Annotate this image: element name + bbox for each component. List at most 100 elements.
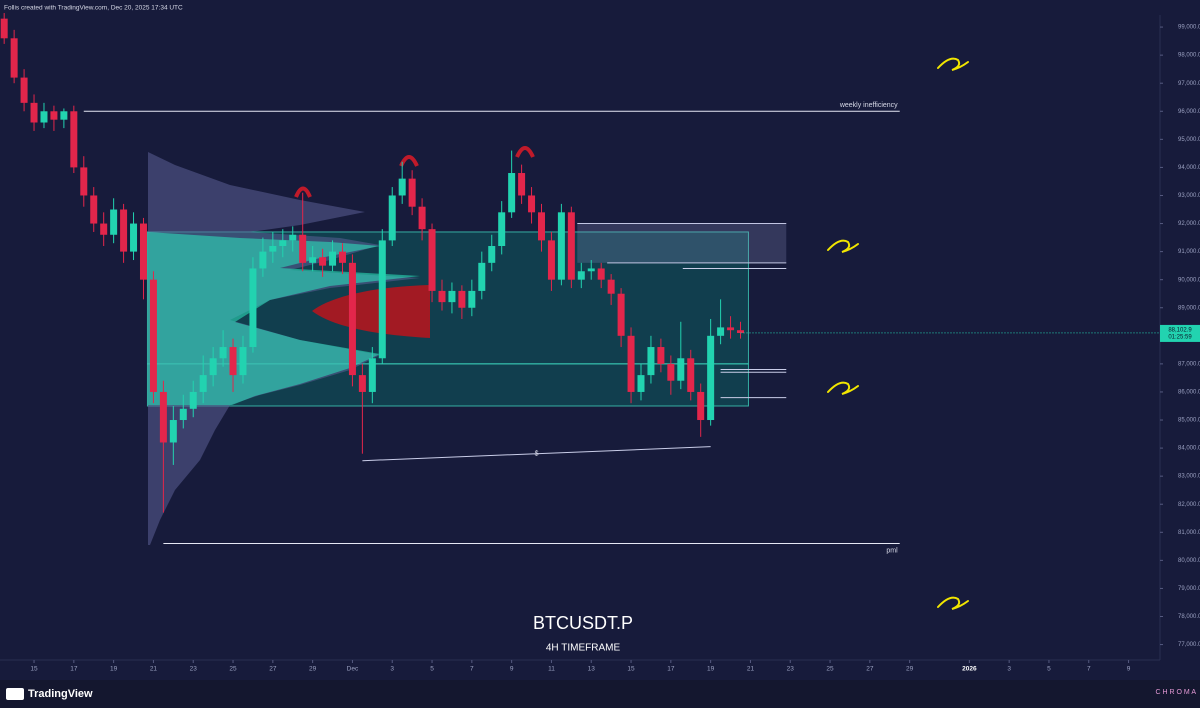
x-tick-label: 17 — [70, 666, 78, 673]
y-tick-label: 82,000.0 — [1178, 502, 1200, 508]
candle-body — [269, 245, 277, 252]
x-tick-label: 23 — [787, 666, 795, 673]
candle-body — [130, 223, 138, 252]
x-tick-label: 3 — [390, 666, 394, 673]
candle-body — [528, 195, 536, 213]
candle-body — [557, 212, 565, 280]
candle-body — [139, 223, 147, 280]
candle-body — [657, 347, 665, 364]
x-tick-label: 27 — [269, 666, 277, 673]
x-tick-label: 9 — [510, 666, 514, 673]
y-tick-label: 80,000.0 — [1178, 558, 1200, 564]
candle-body — [677, 358, 685, 381]
candle-body — [219, 347, 227, 359]
candle-body — [348, 262, 356, 376]
annotation-line — [362, 446, 711, 462]
x-tick-label: 9 — [1127, 666, 1131, 673]
candle-body — [189, 391, 197, 409]
candle-body — [30, 102, 38, 123]
header: Follis created with TradingView.com, Dec… — [4, 5, 183, 12]
candle-body — [498, 212, 506, 246]
y-tick-label: 77,000.0 — [1178, 642, 1200, 648]
candle-body — [299, 234, 307, 263]
candle-body — [547, 240, 555, 280]
x-tick-label: 25 — [826, 666, 834, 673]
candle-body — [249, 268, 257, 348]
candle-body — [468, 290, 476, 308]
annotation-label: weekly inefficiency — [839, 102, 898, 109]
candle-body — [20, 77, 28, 103]
x-tick-label: 7 — [470, 666, 474, 673]
candle-body — [229, 347, 237, 376]
x-tick-label: 23 — [190, 666, 198, 673]
candle-body — [587, 268, 595, 272]
y-tick-label: 93,000.0 — [1178, 193, 1200, 199]
candle-body — [647, 347, 655, 376]
x-tick-label: 15 — [627, 666, 635, 673]
candle-body — [717, 327, 725, 336]
candle-body — [90, 195, 98, 224]
candle-body — [120, 209, 128, 252]
candle-body — [627, 335, 635, 392]
y-tick-label: 84,000.0 — [1178, 446, 1200, 452]
chart-subtitle: 4H TIMEFRAME — [546, 643, 621, 654]
y-tick-label: 94,000.0 — [1178, 165, 1200, 171]
candle-body — [279, 240, 287, 246]
candle-body — [80, 167, 88, 196]
candle-body — [727, 327, 735, 331]
last-price-box — [1160, 324, 1200, 342]
y-tick-label: 90,000.0 — [1178, 277, 1200, 283]
scribble — [827, 239, 859, 253]
candle-body — [179, 408, 187, 421]
candle-body — [239, 347, 247, 376]
candle-body — [617, 293, 625, 336]
candle-body — [100, 223, 108, 235]
footer-bar — [0, 680, 1200, 708]
candle-body — [697, 391, 705, 421]
candle-body — [0, 18, 8, 39]
candle-body — [329, 251, 337, 266]
candle-body — [319, 257, 327, 266]
x-tick-label: 15 — [30, 666, 38, 673]
level-zone — [577, 223, 787, 263]
y-tick-label: 87,000.0 — [1178, 361, 1200, 367]
countdown: 01:25:59 — [1168, 335, 1192, 341]
candle-body — [378, 240, 386, 359]
x-tick-label: 5 — [1047, 666, 1051, 673]
last-price-label: 88,102.9 — [1168, 328, 1192, 334]
candle-body — [428, 229, 436, 291]
candle-body — [289, 234, 297, 241]
candle-body — [169, 420, 177, 443]
y-tick-label: 99,000.0 — [1178, 25, 1200, 31]
x-tick-label: 3 — [1007, 666, 1011, 673]
y-tick-label: 78,000.0 — [1178, 614, 1200, 620]
x-tick-label: 5 — [430, 666, 434, 673]
scribble — [937, 596, 969, 610]
y-tick-label: 79,000.0 — [1178, 586, 1200, 592]
x-tick-label: 2026 — [962, 666, 977, 673]
x-tick-label: 29 — [906, 666, 914, 673]
candle-body — [149, 279, 157, 392]
candle-body — [597, 268, 605, 280]
candle-body — [60, 111, 68, 120]
candle-body — [418, 206, 426, 230]
candle-body — [388, 195, 396, 241]
candle-body — [518, 173, 526, 196]
y-tick-label: 95,000.0 — [1178, 137, 1200, 143]
candle-body — [687, 358, 695, 392]
high-marker — [515, 146, 535, 158]
candle-body — [309, 257, 317, 263]
y-tick-label: 89,000.0 — [1178, 305, 1200, 311]
candle-body — [567, 212, 575, 280]
candle-body — [667, 363, 675, 381]
y-tick-label: 85,000.0 — [1178, 418, 1200, 424]
candle-body — [259, 251, 267, 269]
x-tick-label: 25 — [229, 666, 237, 673]
x-tick-label: 29 — [309, 666, 317, 673]
candle-body — [537, 212, 545, 241]
candle-body — [577, 271, 585, 280]
candle-body — [338, 251, 346, 263]
x-tick-label: 17 — [667, 666, 675, 673]
annotation-label: $ — [535, 451, 539, 458]
